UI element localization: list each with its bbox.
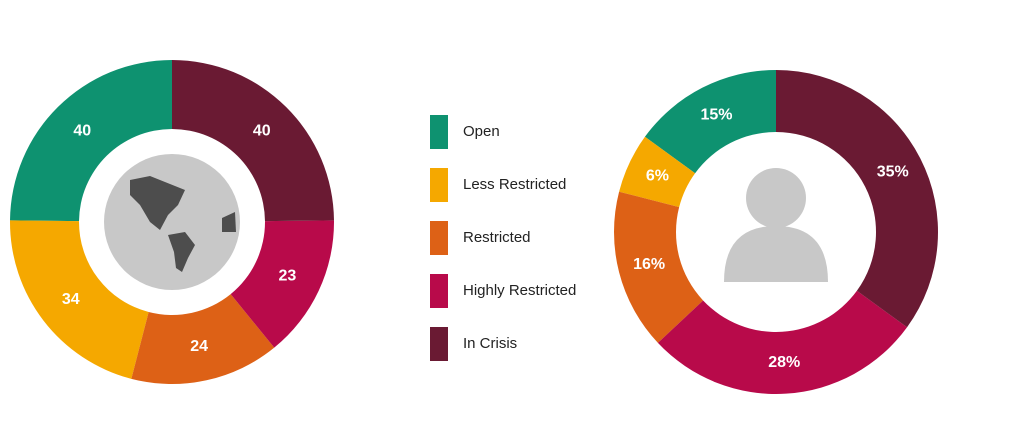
value-label: 16% [633, 256, 665, 273]
legend-label: Open [463, 123, 500, 140]
donut-segment [614, 191, 704, 343]
legend-swatch [430, 221, 448, 255]
donut-segment [172, 60, 334, 222]
donut-segment [10, 60, 173, 222]
legend-label: In Crisis [463, 335, 517, 352]
donut-segment [657, 290, 908, 394]
value-label: 23 [279, 267, 297, 284]
legend-swatch [430, 168, 448, 202]
donut-segment [619, 136, 696, 208]
legend-label: Less Restricted [463, 176, 566, 193]
legend-label: Highly Restricted [463, 282, 576, 299]
value-label: 6% [646, 167, 669, 184]
value-label: 34 [62, 291, 80, 308]
value-label: 35% [877, 164, 909, 181]
value-label: 15% [701, 106, 733, 123]
legend-swatch [430, 327, 448, 361]
donut-segment [776, 70, 938, 328]
value-label: 28% [768, 354, 800, 371]
person-icon [724, 168, 828, 282]
legend-swatch [430, 274, 448, 308]
legend-swatch [430, 115, 448, 149]
donut-segment [230, 220, 334, 348]
legend-label: Restricted [463, 229, 531, 246]
donut-segment [131, 294, 275, 384]
value-label: 24 [190, 338, 208, 355]
value-label: 40 [253, 123, 271, 140]
value-label: 40 [73, 123, 91, 140]
donut-segment [10, 220, 149, 379]
globe-icon [104, 154, 240, 290]
marks [10, 60, 938, 394]
donut-segment [644, 70, 776, 174]
